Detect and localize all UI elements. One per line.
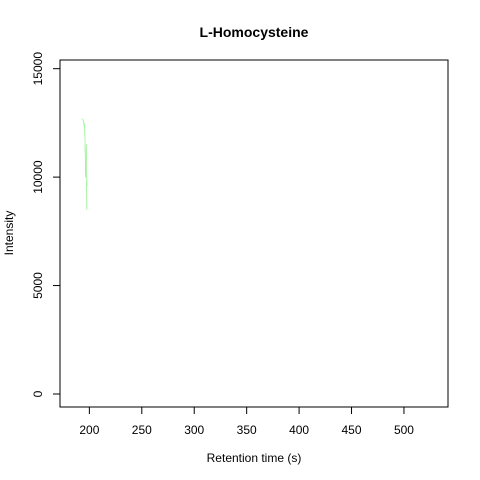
x-tick-label: 250 <box>132 423 152 437</box>
y-axis: 0 5000 10000 15000 <box>31 52 61 397</box>
y-tick-label: 0 <box>31 390 45 397</box>
y-axis-label: Intensity <box>2 211 16 256</box>
x-tick-label: 500 <box>394 423 414 437</box>
y-tick-label: 5000 <box>31 272 45 299</box>
plot-frame <box>59 59 449 408</box>
series-line-2 <box>82 120 88 186</box>
y-tick-label: 15000 <box>31 52 45 86</box>
y-tick-label: 10000 <box>31 160 45 194</box>
x-tick-label: 300 <box>184 423 204 437</box>
x-tick-label: 200 <box>79 423 99 437</box>
x-axis-label: Retention time (s) <box>207 451 302 465</box>
x-tick-label: 350 <box>237 423 257 437</box>
x-axis: 200 250 300 350 400 450 500 <box>79 406 414 437</box>
chart-title: L-Homocysteine <box>200 24 309 40</box>
x-tick-label: 400 <box>289 423 309 437</box>
series-layer <box>82 118 88 210</box>
x-tick-label: 450 <box>342 423 362 437</box>
